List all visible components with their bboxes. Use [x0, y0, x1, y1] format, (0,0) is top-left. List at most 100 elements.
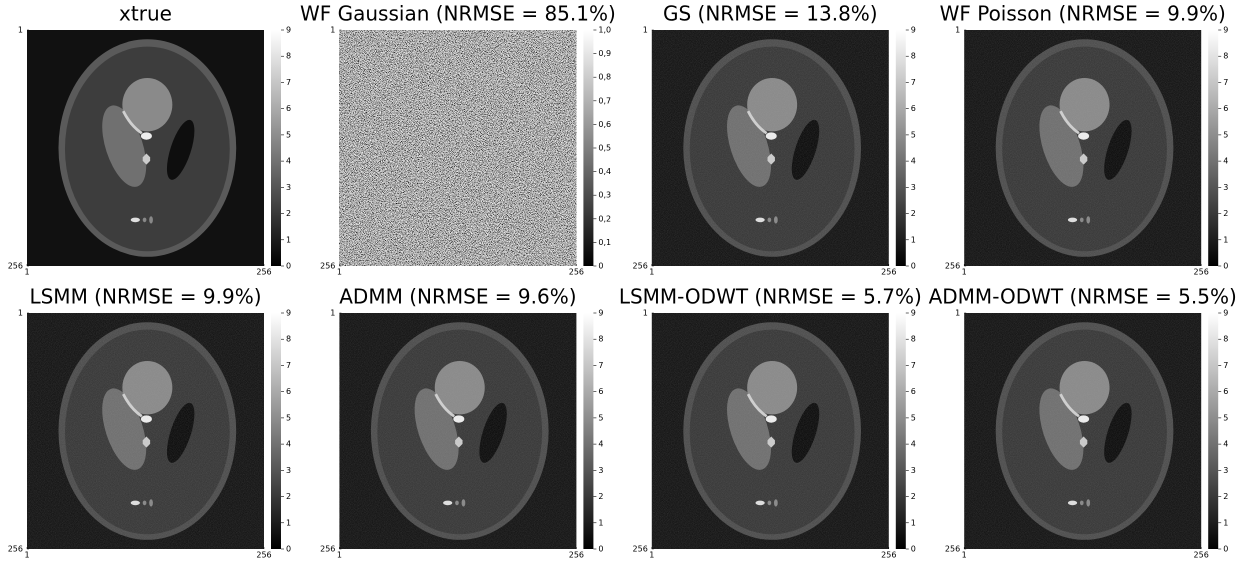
noise-texture	[651, 30, 889, 266]
colorbar-tick-label: 0	[1223, 545, 1228, 554]
noise-texture	[651, 313, 889, 549]
y-tick-label: 1	[330, 26, 335, 35]
colorbar-tick-label: 1	[1223, 518, 1228, 527]
colorbar-tick-label: 4	[1223, 440, 1228, 449]
colorbar-tick-label: 8	[598, 335, 603, 344]
noise-texture	[27, 313, 264, 549]
colorbar-tick-label: 2	[1223, 492, 1228, 501]
colorbar-tick-label: 0	[286, 545, 291, 554]
colorbar	[271, 30, 281, 266]
colorbar-tick-label: 1	[598, 518, 603, 527]
colorbar-tick-label: 6	[1223, 387, 1228, 396]
x-tick-label: 256	[569, 268, 584, 277]
colorbar-tick-label: 0	[1223, 262, 1228, 271]
colorbar-tick-label: 0,9	[598, 49, 611, 58]
colorbar-tick-label: 5	[911, 413, 916, 422]
colorbar-tick-label: 4	[911, 440, 916, 449]
x-tick-label: 1	[649, 551, 654, 560]
colorbar-tick-label: 8	[1223, 335, 1228, 344]
colorbar-tick-label: 0,3	[598, 191, 611, 200]
colorbar-tick-label: 1,0	[598, 26, 611, 35]
colorbar-tick-label: 2	[911, 492, 916, 501]
panel-title: LSMM-ODWT (NRMSE = 5.7%)	[619, 285, 922, 309]
colorbar-tick-label: 4	[1223, 157, 1228, 166]
colorbar-tick-label: 0	[286, 262, 291, 271]
x-tick-label: 256	[1194, 268, 1209, 277]
phantom-top	[122, 77, 173, 132]
y-tick-label: 1	[643, 26, 648, 35]
image	[964, 313, 1202, 549]
image	[27, 30, 264, 266]
phantom-right	[166, 119, 195, 180]
colorbar-tick-label: 7	[911, 361, 916, 370]
x-tick-label: 1	[337, 551, 342, 560]
colorbar-tick-label: 5	[1223, 130, 1228, 139]
colorbar-tick-label: 3	[598, 466, 603, 475]
colorbar-tick-label: 0	[911, 262, 916, 271]
colorbar-tick-label: 0,2	[598, 214, 611, 223]
y-tick-label: 256	[945, 262, 960, 271]
colorbar-tick-label: 9	[286, 309, 291, 318]
colorbar-tick-label: 7	[1223, 361, 1228, 370]
phantom-spot	[142, 217, 147, 223]
colorbar-tick-label: 2	[598, 492, 603, 501]
colorbar	[895, 30, 906, 266]
colorbar-tick-label: 1	[286, 518, 291, 527]
x-tick-label: 1	[649, 268, 654, 277]
colorbar-tick-label: 4	[286, 157, 291, 166]
colorbar-tick-label: 8	[911, 52, 916, 61]
colorbar	[271, 313, 281, 549]
y-tick-label: 256	[8, 262, 23, 271]
colorbar-tick-label: 1	[911, 518, 916, 527]
image	[964, 30, 1202, 266]
colorbar-tick-label: 1	[911, 235, 916, 244]
x-tick-label: 1	[24, 268, 29, 277]
x-tick-label: 1	[962, 268, 967, 277]
colorbar-tick-label: 2	[1223, 209, 1228, 218]
y-tick-label: 256	[320, 545, 335, 554]
image	[339, 30, 577, 266]
colorbar-tick-label: 9	[598, 309, 603, 318]
colorbar-tick-label: 5	[286, 130, 291, 139]
colorbar-tick-label: 7	[286, 361, 291, 370]
colorbar-tick-label: 8	[286, 335, 291, 344]
colorbar-tick-label: 8	[286, 52, 291, 61]
phantom-spot	[130, 217, 140, 223]
noise-texture	[964, 313, 1202, 549]
colorbar-tick-label: 7	[911, 78, 916, 87]
colorbar-tick-label: 6	[286, 104, 291, 113]
x-tick-label: 1	[962, 551, 967, 560]
colorbar-tick-label: 0	[598, 262, 603, 271]
phantom-edge	[122, 110, 143, 135]
colorbar-tick-label: 2	[911, 209, 916, 218]
noise-image	[339, 30, 577, 266]
colorbar-tick-label: 5	[286, 413, 291, 422]
colorbar-tick-label: 5	[1223, 413, 1228, 422]
image	[651, 313, 889, 549]
colorbar-tick-label: 0	[911, 545, 916, 554]
colorbar-tick-label: 8	[911, 335, 916, 344]
colorbar-tick-label: 5	[911, 130, 916, 139]
colorbar-tick-label: 0,7	[598, 96, 611, 105]
colorbar-tick-label: 3	[1223, 466, 1228, 475]
x-tick-label: 1	[24, 551, 29, 560]
colorbar-tick-label: 9	[1223, 26, 1228, 35]
colorbar-tick-label: 0,1	[598, 238, 611, 247]
colorbar-tick-label: 3	[286, 466, 291, 475]
colorbar-tick-label: 9	[911, 26, 916, 35]
y-tick-label: 256	[320, 262, 335, 271]
phantom-spot	[140, 132, 152, 140]
image	[27, 313, 264, 549]
colorbar-tick-label: 4	[286, 440, 291, 449]
colorbar-tick-label: 8	[1223, 52, 1228, 61]
colorbar	[895, 313, 906, 549]
image	[651, 30, 889, 266]
colorbar-tick-label: 9	[911, 309, 916, 318]
y-tick-label: 1	[955, 309, 960, 318]
